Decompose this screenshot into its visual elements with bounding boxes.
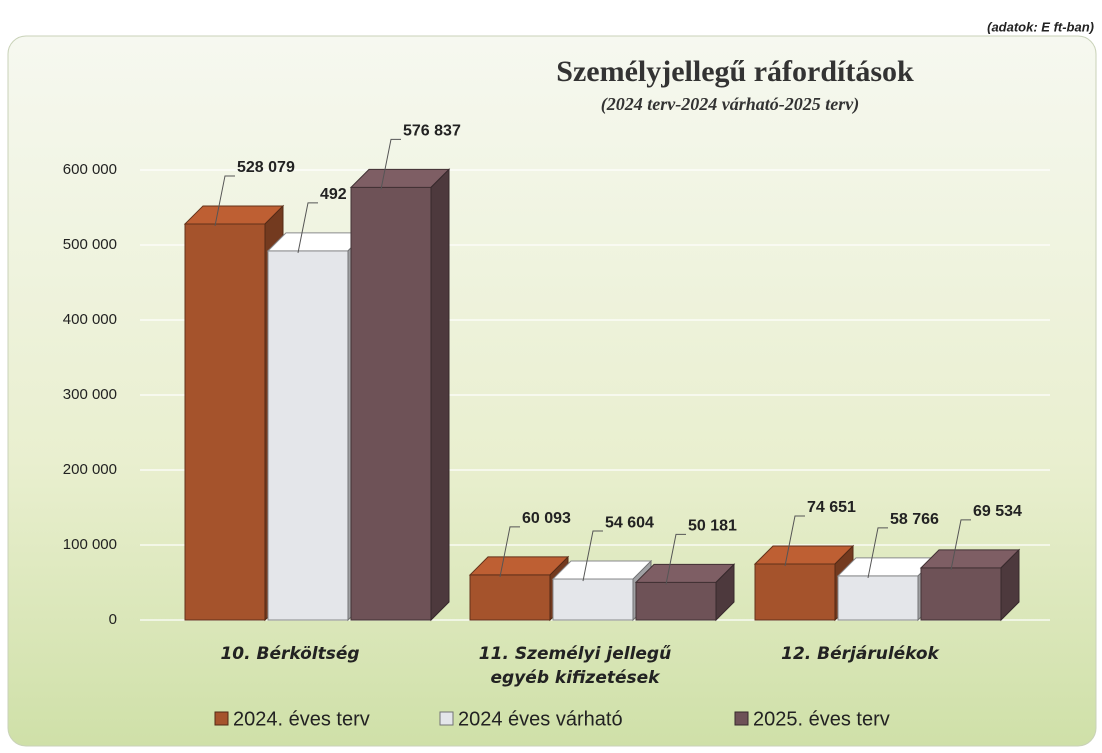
note: (adatok: E ft-ban) xyxy=(987,19,1094,34)
x-tick-label: 12. Bérjárulékok xyxy=(781,644,939,664)
bar xyxy=(837,575,919,621)
bar xyxy=(469,574,551,621)
y-tick-label: 500 000 xyxy=(63,236,117,253)
y-tick-label: 200 000 xyxy=(63,461,117,478)
legend-label: 2025. éves terv xyxy=(753,708,890,730)
leader-line xyxy=(499,526,520,578)
value-label: 54 604 xyxy=(605,514,654,531)
x-tick-label: 11. Személyi jellegű egyéb kifizetések xyxy=(478,644,672,688)
leader-line xyxy=(784,515,805,567)
y-tick-label: 400 000 xyxy=(63,311,117,328)
bar xyxy=(920,567,1002,621)
legend-swatch xyxy=(734,711,749,726)
y-tick-label: 100 000 xyxy=(63,536,117,553)
chart-subtitle: (2024 terv-2024 várható-2025 terv) xyxy=(601,94,859,115)
y-tick-label: 0 xyxy=(109,611,117,628)
bar-side xyxy=(1000,548,1020,622)
bar-side xyxy=(715,563,735,622)
legend-label: 2024. éves terv xyxy=(233,708,370,730)
legend-label: 2024 éves várható xyxy=(458,708,623,730)
value-label: 60 093 xyxy=(522,510,571,527)
value-label: 58 766 xyxy=(890,511,939,528)
leader-line xyxy=(665,533,686,585)
bar xyxy=(552,578,634,621)
value-label: 528 079 xyxy=(237,159,295,176)
bar xyxy=(267,250,349,621)
leader-line xyxy=(380,138,401,190)
value-label: 576 837 xyxy=(403,123,461,140)
bar xyxy=(184,223,266,621)
bar xyxy=(754,563,836,621)
bar xyxy=(635,581,717,621)
x-tick-label: 10. Bérköltség xyxy=(220,644,360,664)
leader-line xyxy=(214,175,235,227)
y-tick-label: 600 000 xyxy=(63,161,117,178)
leader-line xyxy=(582,530,603,582)
chart-panel xyxy=(7,35,1097,747)
leader-line xyxy=(297,202,318,253)
leader-line xyxy=(950,519,971,570)
bar-side xyxy=(430,168,450,622)
legend-swatch xyxy=(214,711,229,726)
leader-line xyxy=(867,527,888,579)
value-label: 74 651 xyxy=(807,499,856,516)
value-label: 69 534 xyxy=(973,503,1022,520)
legend-swatch xyxy=(439,711,454,726)
y-tick-label: 300 000 xyxy=(63,386,117,403)
chart-title: Személyjellegű ráfordítások xyxy=(556,55,914,88)
value-label: 50 181 xyxy=(688,518,737,535)
bar xyxy=(350,186,432,621)
